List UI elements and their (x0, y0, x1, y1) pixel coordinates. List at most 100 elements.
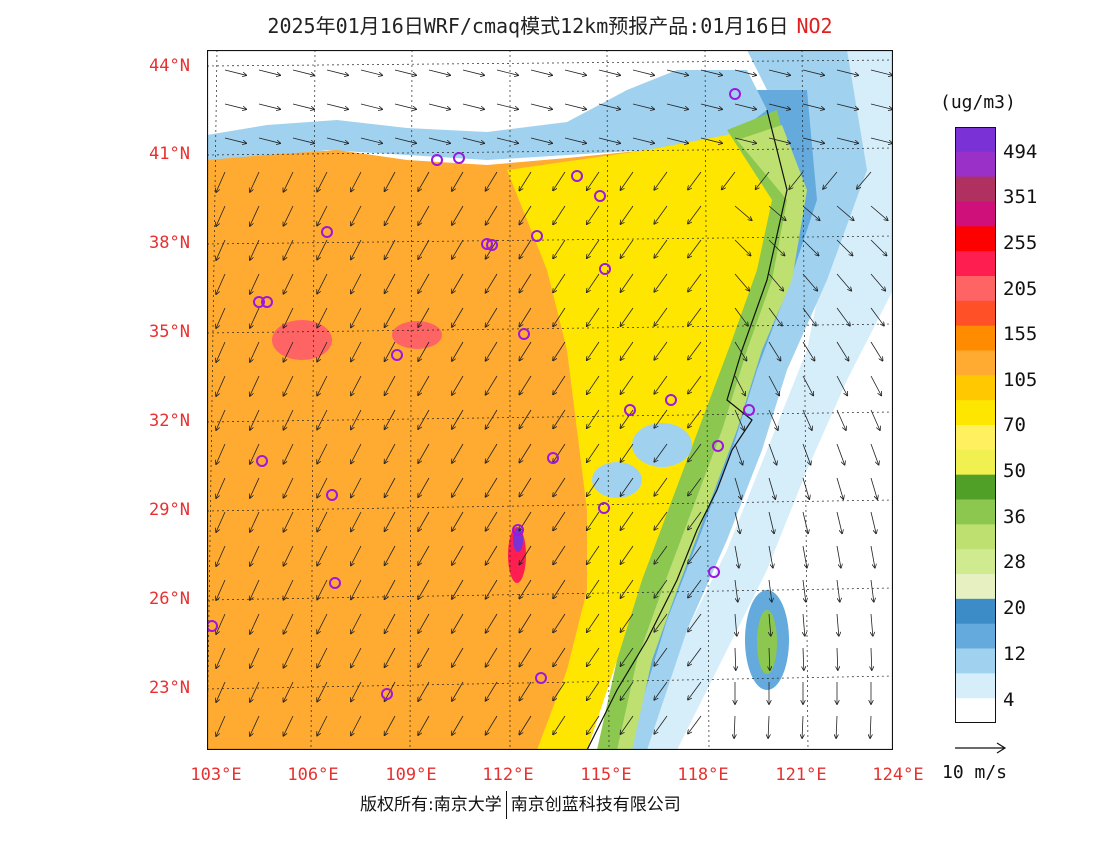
city-marker (535, 672, 547, 684)
wind-arrow (553, 579, 566, 598)
wind-arrow (418, 409, 430, 429)
wind-arrow (385, 647, 396, 667)
wind-arrow (486, 613, 498, 633)
wind-arrow (734, 477, 741, 499)
wind-arrow (553, 613, 566, 632)
wind-arrow (317, 239, 328, 260)
wind-arrow (326, 69, 348, 75)
wind-arrow (587, 613, 600, 632)
wind-arrow (486, 375, 498, 395)
city-marker (256, 455, 268, 467)
wind-arrow (486, 443, 498, 463)
coastline (586, 109, 788, 750)
wind-arrow (351, 477, 362, 498)
wind-arrow (519, 409, 532, 429)
wind-arrow (553, 273, 566, 292)
wind-arrow (216, 545, 226, 566)
wind-arrow (688, 715, 702, 734)
wind-arrow (734, 715, 735, 738)
wind-arrow (292, 137, 314, 143)
wind-arrow (620, 171, 634, 190)
wind-arrow (734, 375, 745, 396)
wind-arrow (553, 171, 566, 190)
wind-arrow (734, 409, 744, 430)
wind-arrow (452, 273, 464, 293)
wind-arrow (688, 205, 702, 224)
wind-arrow (317, 171, 328, 192)
wind-arrow (283, 273, 294, 294)
wind-arrow (250, 545, 260, 566)
wind-arrow (734, 69, 756, 75)
wind-arrow (802, 409, 812, 430)
wind-arrow (587, 307, 600, 326)
wind-arrow (666, 103, 688, 109)
wind-arrow (564, 137, 586, 143)
wind-reference-arrow (955, 742, 1007, 754)
wind-arrow (418, 341, 430, 361)
wind-arrow (486, 511, 498, 531)
wind-arrow (769, 647, 770, 670)
wind-arrow (360, 103, 382, 109)
wind-arrow (418, 307, 430, 327)
hotspot-changsha-core (513, 528, 523, 552)
wind-arrow (620, 477, 634, 496)
wind-arrow (735, 647, 736, 670)
wind-arrow (530, 137, 552, 143)
wind-arrow (620, 307, 634, 326)
wind-arrow (870, 69, 892, 75)
wind-arrow (654, 375, 668, 394)
city-marker (481, 238, 493, 250)
wind-arrow (283, 375, 294, 396)
wind-arrow (620, 375, 634, 394)
map-title-main: 2025年01月16日WRF/cmaq模式12km预报产品:01月16日 (267, 14, 789, 38)
city-marker (729, 88, 741, 100)
wind-arrow (734, 545, 739, 568)
lat-label-26: 26°N (149, 589, 190, 609)
wind-arrow (519, 443, 532, 463)
wind-arrow (836, 511, 842, 533)
wind-arrow (486, 477, 498, 497)
wind-arrow (418, 443, 430, 463)
wind-arrow (452, 307, 464, 327)
city-marker (381, 688, 393, 700)
wind-arrow (452, 341, 464, 361)
wind-arrow (283, 715, 294, 736)
wind-arrow (216, 239, 226, 260)
wind-arrow (452, 409, 464, 429)
hotspot-chengdu (272, 320, 332, 360)
wind-arrow (620, 205, 634, 224)
wind-arrow (632, 69, 654, 75)
colorbar-swatch (955, 300, 996, 327)
wind-arrow (768, 545, 773, 568)
wind-arrow (317, 273, 328, 294)
wind-arrow (452, 239, 464, 259)
wind-arrow (283, 443, 294, 464)
wind-arrow (292, 103, 314, 109)
wind-arrow (283, 545, 294, 566)
wind-arrow (452, 681, 464, 701)
wind-arrow (418, 613, 430, 633)
wind-arrow (496, 137, 518, 143)
wind-arrow (283, 307, 294, 328)
wind-arrow (283, 681, 294, 702)
wind-arrow (452, 579, 464, 599)
lon-label-118: 118°E (677, 765, 729, 785)
lon-label-112: 112°E (482, 765, 534, 785)
wind-arrow (802, 69, 824, 75)
wind-arrow (688, 307, 702, 326)
wind-arrow (385, 273, 396, 293)
wind-arrow (486, 681, 498, 701)
wind-arrow (250, 647, 260, 668)
wind-arrow (654, 205, 668, 224)
graticule (207, 50, 893, 750)
wind-arrow (250, 171, 260, 192)
colorbar-swatch (955, 176, 996, 202)
wind-arrow (654, 715, 668, 734)
wind-arrow (654, 341, 668, 360)
wind-arrow (250, 443, 260, 464)
wind-arrow (836, 205, 854, 220)
wind-arrow (283, 647, 294, 668)
wind-arrow (452, 613, 464, 633)
wind-arrow (802, 341, 815, 361)
wind-arrow (700, 69, 722, 75)
